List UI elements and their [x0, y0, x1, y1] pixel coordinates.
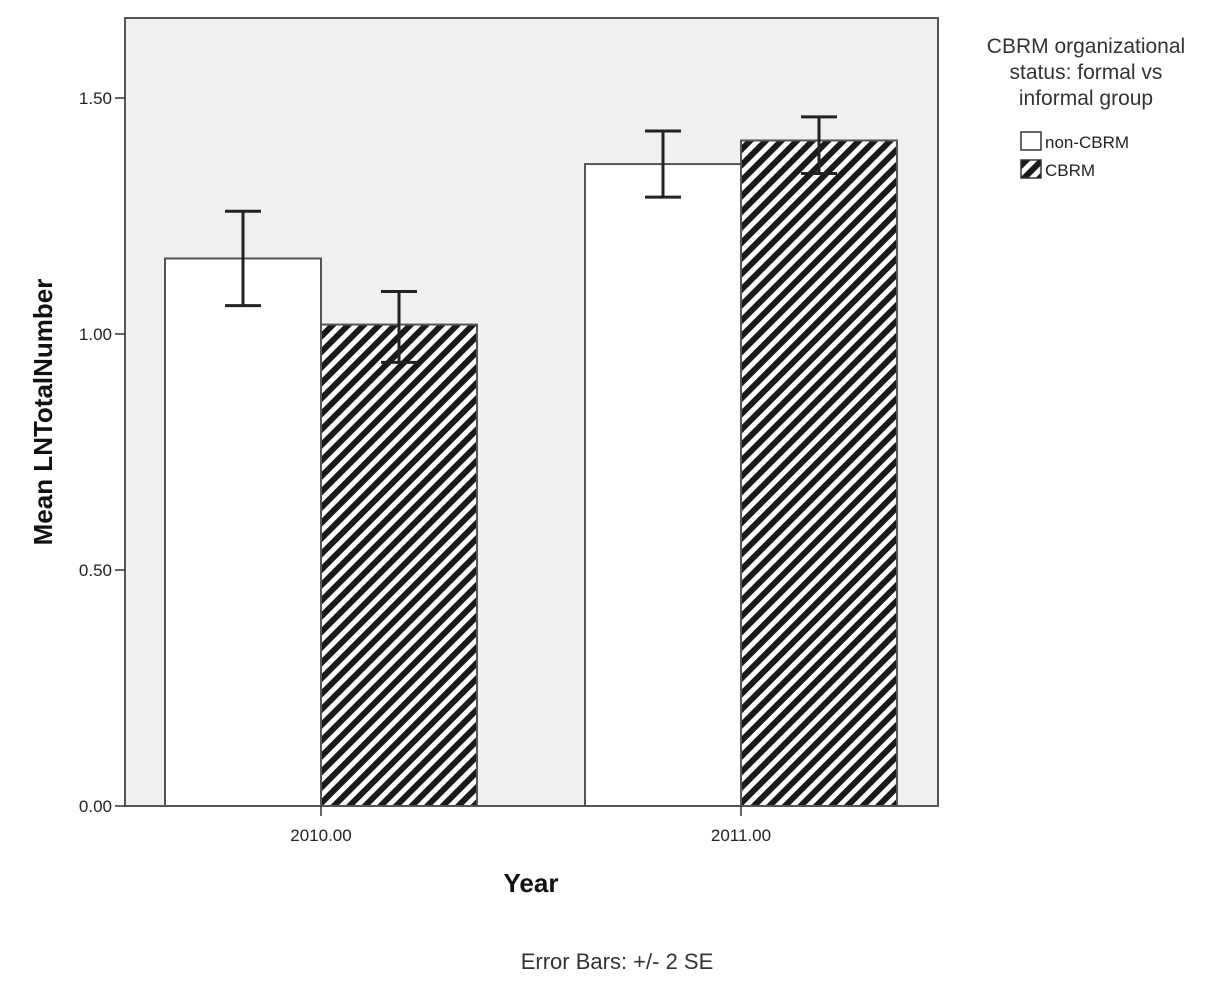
legend-title-line-3: informal group	[1019, 87, 1153, 110]
legend: CBRM organizational status: formal vs in…	[987, 35, 1185, 180]
bar-non-cbrm-2011.00	[584, 163, 742, 807]
x-tick-label-0: 2010.00	[290, 826, 351, 845]
y-axis-title: Mean LNTotalNumber	[28, 279, 58, 546]
legend-title-line-2: status: formal vs	[1010, 61, 1163, 84]
y-tick-label-0: 0.00	[79, 797, 112, 816]
legend-swatch-non-cbrm	[1020, 131, 1042, 151]
legend-label-non-cbrm: non-CBRM	[1045, 133, 1129, 152]
bar-cbrm-2011.00	[740, 139, 898, 808]
y-tick-label-1: 0.50	[79, 561, 112, 580]
x-axis-title: Year	[504, 868, 559, 898]
footnote: Error Bars: +/- 2 SE	[521, 949, 714, 974]
y-tick-label-3: 1.50	[79, 89, 112, 108]
bar-cbrm-2010.00	[320, 323, 478, 807]
legend-swatch-cbrm	[1020, 159, 1042, 179]
legend-label-cbrm: CBRM	[1045, 161, 1095, 180]
x-tick-label-1: 2011.00	[711, 826, 771, 845]
bar-non-cbrm-2010.00	[164, 257, 322, 808]
legend-title-line-1: CBRM organizational	[987, 35, 1185, 58]
y-tick-label-2: 1.00	[79, 325, 112, 344]
